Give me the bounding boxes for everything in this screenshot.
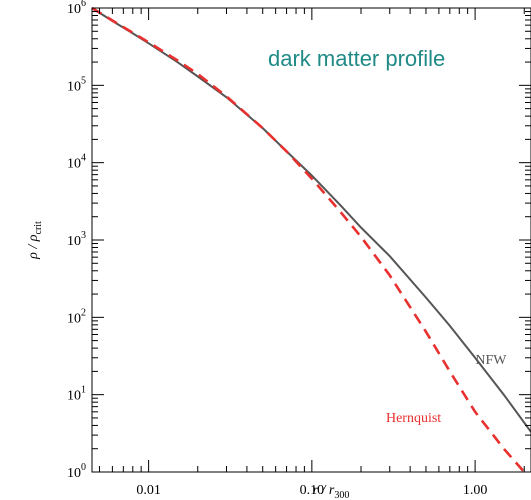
series-line-hernquist [91,6,526,473]
y-tick-label: 106 [67,0,86,17]
x-axis-label: r / r300 [313,483,350,500]
x-tick-label: 0.10 [300,483,325,498]
x-tick-label: 0.01 [136,483,161,498]
chart-title: dark matter profile [268,46,445,71]
y-tick-label: 100 [67,462,86,481]
series-label-hernquist: Hernquist [386,411,441,426]
y-tick-label: 105 [67,75,86,94]
x-tick-label: 1.00 [463,483,488,498]
y-tick-label: 101 [67,385,86,404]
y-tick-label: 104 [67,153,86,172]
y-tick-label: 103 [67,230,86,249]
y-axis-label: ρ / ρcrit [26,221,44,260]
y-tick-label: 102 [67,307,86,326]
series-label-nfw: NFW [475,353,507,368]
